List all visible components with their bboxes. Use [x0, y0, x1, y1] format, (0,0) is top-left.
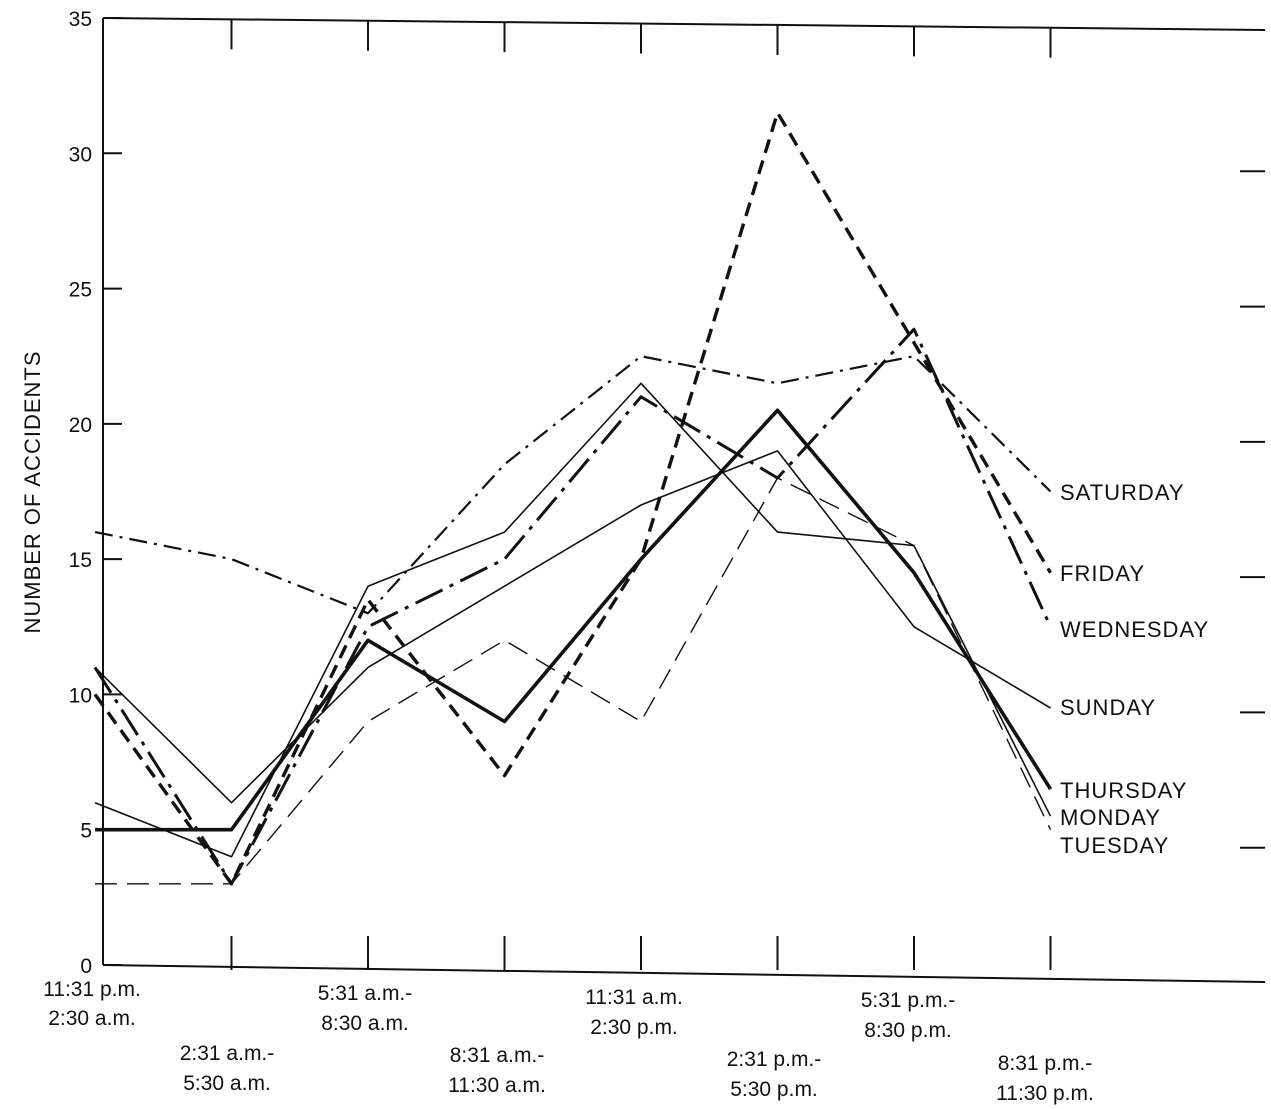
- x-tick-label-6-0: 5:31 p.m.-: [861, 989, 956, 1012]
- x-tick-label-4-1: 2:30 p.m.: [590, 1016, 678, 1039]
- x-tick-label-6-1: 8:30 p.m.: [864, 1019, 952, 1042]
- series-label-wednesday: WEDNESDAY: [1060, 617, 1209, 642]
- y-tick-label-5: 5: [80, 820, 92, 843]
- series-line-saturday: [94, 355, 1052, 615]
- x-tick-label-7-1: 11:30 p.m.: [996, 1082, 1094, 1105]
- y-tick-label-20: 20: [69, 414, 92, 437]
- series-label-monday: MONDAY: [1060, 805, 1161, 830]
- x-tick-label-2-0: 5:31 a.m.-: [318, 982, 413, 1005]
- x-tick-label-4-0: 11:31 a.m.: [585, 986, 683, 1009]
- series-label-thursday: THURSDAY: [1060, 778, 1187, 803]
- x-tick-label-3-0: 8:31 a.m.-: [450, 1044, 545, 1067]
- series-labels: SATURDAY FRIDAY WEDNESDAY SUNDAY THURSDAYMON…: [1060, 480, 1209, 858]
- series-label-saturday: SATURDAY: [1060, 480, 1185, 505]
- y-axis-label: NUMBER OF ACCIDENTS: [20, 350, 45, 633]
- top-border: [102, 17, 1266, 31]
- series-label-sunday: SUNDAY: [1060, 695, 1156, 720]
- series-line-monday: [94, 382, 1052, 858]
- x-tick-label-3-1: 11:30 a.m.: [448, 1074, 546, 1097]
- y-tick-label-25: 25: [69, 279, 92, 302]
- right-ticks: [1240, 170, 1265, 849]
- series-line-tuesday: [95, 477, 1052, 885]
- y-tick-label-30: 30: [69, 143, 92, 166]
- series-line-thursday: [95, 408, 1053, 832]
- x-axis-line: [102, 964, 1266, 983]
- x-tick-label-1-0: 2:31 a.m.-: [180, 1042, 275, 1065]
- series-line-friday: [93, 110, 1052, 886]
- x-tick-label-5-0: 2:31 p.m.-: [727, 1048, 822, 1071]
- x-tick-labels: 11:31 p.m. 2:30 a.m. 2:31 a.m.- 5:30 a.m. 5:…: [43, 978, 1094, 1105]
- x-ticks: [230, 19, 1052, 970]
- x-tick-label-0-0: 11:31 p.m.: [43, 978, 141, 1001]
- series-lines: [93, 110, 1053, 886]
- series-line-sunday: [94, 450, 1051, 804]
- x-tick-label-2-1: 8:30 a.m.: [321, 1012, 409, 1035]
- y-ticks: 0 5 10 15 20 25 30 35: [69, 8, 122, 978]
- y-tick-label-15: 15: [69, 549, 92, 572]
- x-tick-label-5-1: 5:30 p.m.: [730, 1078, 818, 1101]
- y-tick-label-35: 35: [69, 8, 92, 31]
- series-label-friday: FRIDAY: [1060, 561, 1145, 586]
- y-tick-label-0: 0: [80, 955, 92, 978]
- x-tick-label-7-0: 8:31 p.m.-: [998, 1052, 1093, 1075]
- x-tick-label-0-1: 2:30 a.m.: [48, 1007, 136, 1030]
- series-line-wednesday: [93, 327, 1052, 886]
- y-tick-label-10: 10: [69, 684, 92, 707]
- x-tick-label-1-1: 5:30 a.m.: [183, 1072, 271, 1095]
- series-label-tuesday: TUESDAY: [1060, 833, 1169, 858]
